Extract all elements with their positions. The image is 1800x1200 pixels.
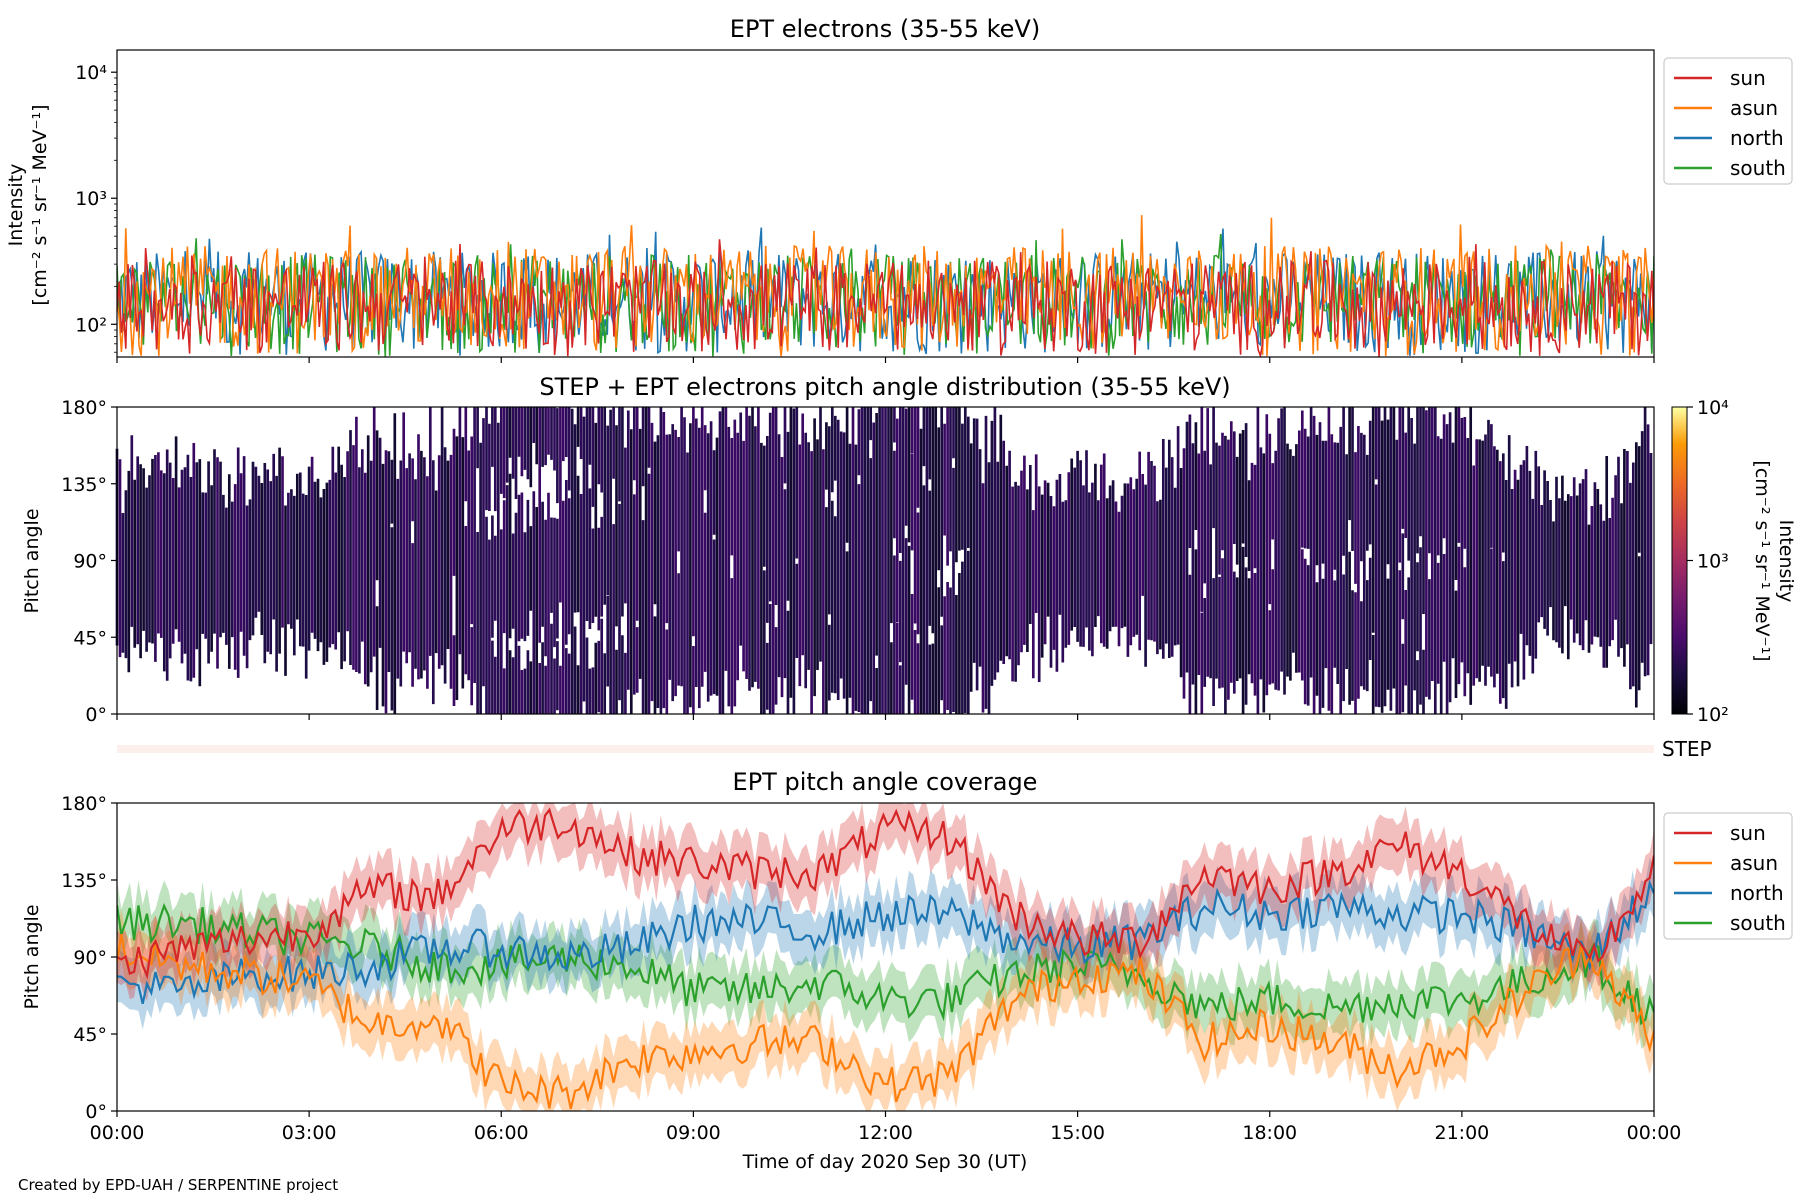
- panel1-legend: sun asun north south: [1663, 57, 1793, 185]
- panel1-ylabel-line2: [cm⁻² s⁻¹ sr⁻¹ MeV⁻¹]: [29, 104, 51, 305]
- colorbar-tick-label: 10²: [1697, 704, 1729, 726]
- panel2-y-ticks: 0° 45° 90° 135° 180°: [61, 397, 117, 726]
- y-tick-label: 90°: [73, 947, 107, 969]
- y-tick-label: 0°: [85, 704, 107, 726]
- panel1-title: EPT electrons (35-55 keV): [730, 15, 1040, 43]
- panel1-ylabel-line1: Intensity: [5, 164, 27, 247]
- legend-label-asun: asun: [1730, 96, 1778, 120]
- x-tick-label: 21:00: [1434, 1122, 1489, 1144]
- panel3-plot-area: [117, 803, 1654, 1111]
- colorbar-label-line2: [cm⁻² s⁻¹ sr⁻¹ MeV⁻¹]: [1751, 460, 1773, 661]
- colorbar-ticks: 10² 10³ 10⁴: [1687, 397, 1729, 726]
- panel1-x-ticks: [116, 357, 1655, 363]
- panel2-heatmap: [115, 407, 1653, 714]
- band-asun: [117, 908, 1654, 1111]
- colorbar-tick-label: 10³: [1697, 551, 1729, 573]
- credit-text: Created by EPD-UAH / SERPENTINE project: [18, 1176, 339, 1194]
- x-tick-label: 15:00: [1050, 1122, 1105, 1144]
- y-tick-label: 45°: [73, 627, 107, 649]
- band-south: [117, 879, 1654, 1049]
- panel3-x-ticks: 00:00 03:00 06:00 09:00 12:00 15:00 18:00 21:00…: [90, 1111, 1682, 1144]
- colorbar: [1671, 406, 1688, 715]
- x-tick-label: 06:00: [474, 1122, 529, 1144]
- legend-box: [1663, 57, 1793, 185]
- band-sun: [117, 803, 1654, 1002]
- legend-label-north: north: [1730, 881, 1784, 905]
- series-line-north: [117, 879, 1654, 1005]
- x-tick-label: 09:00: [666, 1122, 721, 1144]
- y-tick-label: 0°: [85, 1101, 107, 1123]
- y-tick-label: 10²: [75, 314, 107, 336]
- series-line-south: [117, 233, 1654, 357]
- band-north: [117, 857, 1654, 1030]
- x-tick-label: 12:00: [858, 1122, 913, 1144]
- series-line-asun: [117, 934, 1654, 1110]
- y-tick-label: 135°: [61, 474, 107, 496]
- panel3-y-ticks: 0° 45° 90° 135° 180°: [61, 793, 117, 1123]
- legend-label-south: south: [1730, 156, 1786, 180]
- x-axis-label: Time of day 2020 Sep 30 (UT): [742, 1151, 1028, 1173]
- y-tick-label: 180°: [61, 397, 107, 419]
- y-tick-label: 45°: [73, 1024, 107, 1046]
- x-tick-label: 00:00: [1627, 1122, 1682, 1144]
- legend-label-sun: sun: [1730, 66, 1766, 90]
- series-line-sun: [117, 239, 1654, 357]
- panel3-ylabel: Pitch angle: [21, 904, 43, 1009]
- series-line-sun: [117, 807, 1654, 980]
- y-tick-label: 10³: [75, 188, 107, 210]
- panel3-title: EPT pitch angle coverage: [733, 768, 1038, 796]
- step-strip: [117, 745, 1654, 753]
- legend-label-asun: asun: [1730, 851, 1778, 875]
- legend-label-south: south: [1730, 911, 1786, 935]
- legend-label-north: north: [1730, 126, 1784, 150]
- series-line-south: [117, 902, 1654, 1026]
- y-tick-label: 135°: [61, 870, 107, 892]
- legend-label-sun: sun: [1730, 821, 1766, 845]
- panel1-y-ticks: 10² 10³ 10⁴: [75, 62, 117, 353]
- y-tick-label: 180°: [61, 793, 107, 815]
- legend-box: [1663, 812, 1793, 940]
- x-tick-label: 18:00: [1242, 1122, 1297, 1144]
- y-tick-label: 90°: [73, 551, 107, 573]
- step-label: STEP: [1662, 737, 1712, 761]
- panel2-title: STEP + EPT electrons pitch angle distrib…: [539, 373, 1230, 401]
- x-tick-label: 03:00: [282, 1122, 337, 1144]
- x-tick-label: 00:00: [90, 1122, 145, 1144]
- y-tick-label: 10⁴: [75, 62, 107, 84]
- panel2-x-ticks: [116, 714, 1655, 720]
- panel2-ylabel: Pitch angle: [21, 508, 43, 613]
- panel1-plot-area: [117, 215, 1654, 357]
- colorbar-label-line1: Intensity: [1775, 520, 1797, 603]
- colorbar-tick-label: 10⁴: [1697, 397, 1729, 419]
- panel3-legend: sun asun north south: [1663, 812, 1793, 940]
